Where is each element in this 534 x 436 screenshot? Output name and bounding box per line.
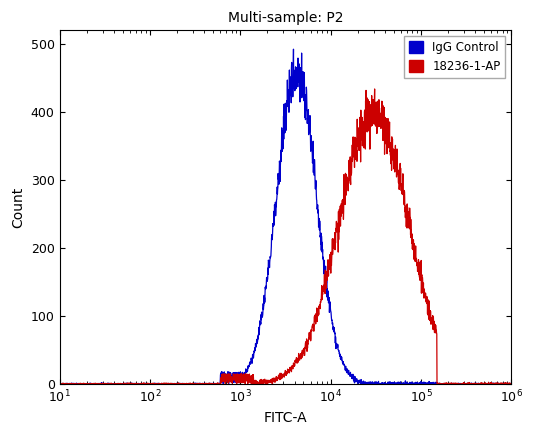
Legend: IgG Control, 18236-1-AP: IgG Control, 18236-1-AP (404, 36, 506, 78)
X-axis label: FITC-A: FITC-A (264, 411, 307, 425)
Title: Multi-sample: P2: Multi-sample: P2 (227, 11, 343, 25)
Y-axis label: Count: Count (11, 187, 25, 228)
